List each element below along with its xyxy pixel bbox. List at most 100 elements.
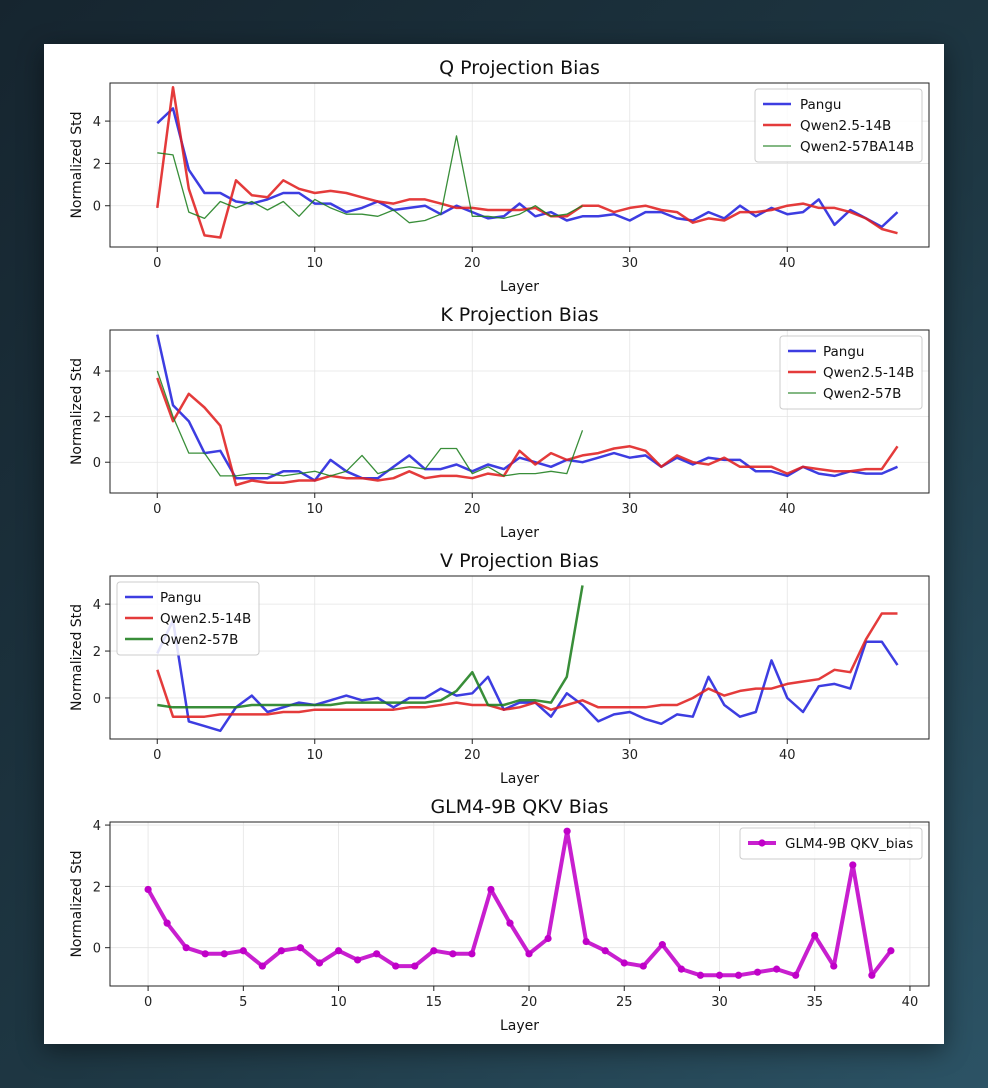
series-line-pangu [156,334,898,482]
x-tick-label: 30 [621,502,638,517]
data-point [601,947,609,955]
chart-title: GLM4-9B QKV Bias [430,796,608,818]
chart-panel-4: GLM4-9B QKV Bias 0 5 10 15 20 25 30 35 40 0 2 4 Layer… [69,796,930,1034]
legend-box [116,581,260,656]
series-line-qwen2-57b [157,585,584,709]
legend-label: Pangu [823,344,865,360]
data-point [849,861,857,869]
y-axis-label: Normalized Std [69,111,85,218]
data-point [868,971,876,979]
y-axis-label: Normalized Std [69,850,85,957]
y-tick-label: 2 [93,645,101,660]
data-point [163,919,171,927]
data-point [258,962,266,970]
chart-panel-2: K Projection Bias 0 10 20 30 40 0 2 4 Layer Normal… [69,304,930,541]
y-tick-label: 0 [93,942,101,957]
data-point [334,947,343,955]
data-point [239,947,247,955]
x-tick-label: 0 [153,256,161,271]
legend-label: Qwen2-57B [823,386,901,402]
legend-box [754,88,923,163]
data-point [696,971,705,979]
x-tick-label: 20 [464,502,481,517]
data-point [563,827,571,835]
data-point [620,959,628,967]
x-tick-label: 30 [621,748,638,763]
legend-box [779,335,923,410]
legend: Pangu Qwen2.5-14B Qwen2-57BA14B [754,88,923,163]
x-tick-label: 35 [806,995,823,1010]
data-point [392,962,400,970]
data-point [430,947,438,955]
x-axis-label: Layer [500,1018,539,1034]
data-point [773,965,781,973]
series-line-qwen2-57ba14b [157,135,583,224]
legend-label: Pangu [800,97,842,113]
data-point [544,934,552,943]
y-tick-label: 2 [93,880,101,895]
y-tick-label: 0 [93,692,101,707]
legend-label: GLM4-9B QKV_bias [785,836,913,852]
x-tick-label: 40 [779,502,796,517]
data-point [487,885,495,894]
x-tick-label: 10 [330,995,347,1010]
figure-card: Q Projection Bias 0 10 20 30 40 0 2 4 Layer Normal… [44,44,944,1044]
chart-title: V Projection Bias [440,550,599,572]
y-tick-label: 4 [93,819,101,834]
series-line-qwen2-5-14b [156,377,899,487]
x-tick-label: 0 [153,502,161,517]
data-point [525,950,533,958]
data-point [373,950,381,958]
y-axis-label: Normalized Std [69,604,85,711]
x-axis-label: Layer [500,525,539,541]
data-point [449,950,457,958]
x-tick-label: 5 [239,995,247,1010]
data-point [658,941,666,949]
data-point [144,885,152,894]
data-point [830,962,838,970]
legend: Pangu Qwen2.5-14B Qwen2-57B [116,581,260,656]
x-tick-label: 10 [306,748,323,763]
y-tick-label: 4 [93,115,101,130]
chart-panel-1: Q Projection Bias 0 10 20 30 40 0 2 4 Layer Normal… [69,57,930,295]
plot-frame [109,329,930,494]
x-tick-label: 15 [426,995,443,1010]
x-tick-label: 40 [902,995,919,1010]
legend-marker [758,839,766,847]
data-point [582,937,590,946]
x-tick-label: 20 [521,995,538,1010]
x-tick-label: 40 [779,748,796,763]
x-tick-label: 10 [306,256,323,271]
plot-frame [109,575,930,740]
y-tick-label: 0 [93,200,101,215]
series-line-qwen2-57b [156,370,584,477]
data-point [277,947,286,955]
y-tick-label: 2 [93,157,101,172]
plot-frame [109,821,930,987]
x-tick-label: 25 [616,995,633,1010]
x-tick-label: 0 [144,995,152,1010]
data-point [715,971,724,979]
series-line-glm4-9b-qkv-bias [146,829,893,978]
y-tick-label: 0 [93,456,101,471]
data-point [887,947,895,955]
legend: Pangu Qwen2.5-14B Qwen2-57B [779,335,923,410]
y-tick-label: 4 [93,598,101,613]
x-tick-label: 30 [621,256,638,271]
x-axis-label: Layer [500,279,539,295]
legend-label: Pangu [160,590,202,606]
series-line-qwen2-5-14b [156,85,898,239]
x-tick-label: 10 [306,502,323,517]
data-point [468,950,476,958]
data-point [639,962,647,970]
data-point [734,971,743,979]
data-point [220,950,228,958]
data-point [315,959,324,967]
data-point [296,944,305,952]
data-point [677,965,685,973]
data-point [506,919,514,927]
chart-panel-3: V Projection Bias 0 10 20 30 40 0 2 4 Layer Normal… [69,550,930,787]
x-tick-label: 20 [464,748,481,763]
data-point [811,931,819,940]
